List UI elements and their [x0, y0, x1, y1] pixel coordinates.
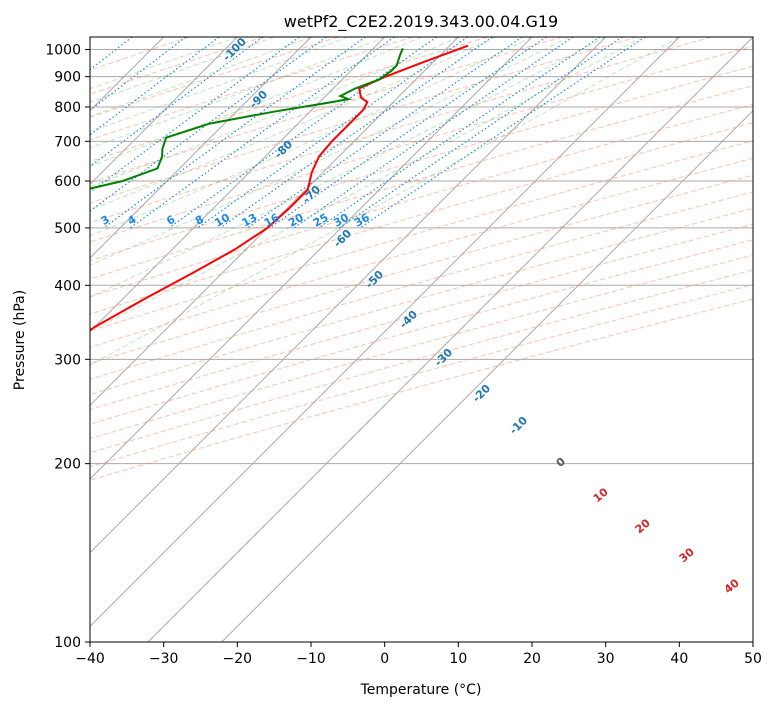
dry-adiabat-line: [90, 157, 753, 348]
mixing-ratio-line: [269, 37, 547, 229]
x-tick-label: 10: [449, 651, 467, 667]
dry-adiabat-line: [90, 284, 753, 468]
moist-adiabat-line: [90, 37, 459, 188]
y-tick-label: 1000: [45, 43, 81, 59]
dry-adiabat-line: [90, 239, 753, 425]
isotherm-line: [90, 37, 386, 333]
dry-adiabat-line: [90, 269, 753, 454]
isotherm-line: [221, 109, 753, 642]
x-tick-label: 30: [597, 651, 615, 667]
isotherm-line: [90, 37, 680, 628]
chart-title: wetPf2_C2E2.2019.343.00.04.G19: [284, 12, 558, 32]
background-reference-lines: [90, 37, 753, 642]
dry-adiabat-line: [90, 37, 339, 118]
mixing-ratio-line: [247, 37, 523, 229]
plot-frame: [89, 36, 754, 643]
dewpoint-curve: [90, 47, 404, 190]
mixing-ratio-line: [90, 37, 220, 136]
x-tick-label: −30: [149, 651, 179, 667]
y-tick-label: 500: [54, 221, 81, 237]
mixing-ratio-line: [338, 37, 623, 229]
x-tick-label: 50: [744, 651, 762, 667]
y-tick-label: 700: [54, 134, 81, 150]
y-axis-label: Pressure (hPa): [12, 290, 28, 390]
isotherm-line: [90, 37, 607, 554]
moist-adiabat-line: [90, 37, 312, 117]
mixing-ratio-line: [168, 37, 437, 229]
mixing-ratio-line: [197, 37, 468, 229]
isotherm-line: [147, 37, 753, 642]
dry-adiabat-line: [90, 223, 753, 411]
axes: −40 −30 −20 −10 0 10 20 30 40 50 100 200 300 400 500 60…: [45, 43, 762, 667]
x-tick-label: 0: [380, 651, 389, 667]
moist-adiabat-line: [90, 37, 385, 149]
dry-adiabat-line: [90, 122, 753, 315]
mixing-ratio-line: [129, 37, 395, 229]
sounding-curves: [90, 44, 469, 332]
y-tick-label: 300: [54, 352, 81, 368]
x-tick-label: 20: [523, 651, 541, 667]
isotherm-line: [90, 37, 459, 407]
y-tick-label: 200: [54, 457, 81, 473]
y-tick-label: 900: [54, 70, 81, 86]
dry-adiabat-line: [90, 37, 488, 163]
moist-adiabat-line: [90, 37, 680, 366]
x-axis-label: Temperature (°C): [360, 682, 482, 698]
dry-adiabat-line: [90, 298, 753, 481]
dry-adiabat-line: [90, 65, 753, 262]
mixing-ratio-line: [359, 37, 646, 229]
mixing-ratio-line: [220, 37, 493, 229]
isotherm-line: [90, 37, 312, 259]
x-tick-label: −20: [223, 651, 253, 667]
isotherm-line: [90, 37, 238, 186]
dry-adiabat-line: [90, 254, 753, 440]
x-tick-label: 40: [670, 651, 688, 667]
dry-adiabat-line: [90, 103, 753, 298]
dry-adiabat-line: [90, 37, 712, 224]
y-tick-label: 800: [54, 100, 81, 116]
y-tick-label: 400: [54, 278, 81, 294]
y-tick-label: 600: [54, 174, 81, 190]
moist-adiabat-line: [90, 37, 533, 237]
x-tick-label: −40: [75, 651, 105, 667]
temperature-curve: [90, 44, 469, 332]
x-tick-label: −10: [296, 651, 326, 667]
mixing-ratio-line: [90, 37, 327, 212]
dry-adiabat-line: [90, 37, 563, 184]
y-tick-label: 100: [54, 635, 81, 651]
